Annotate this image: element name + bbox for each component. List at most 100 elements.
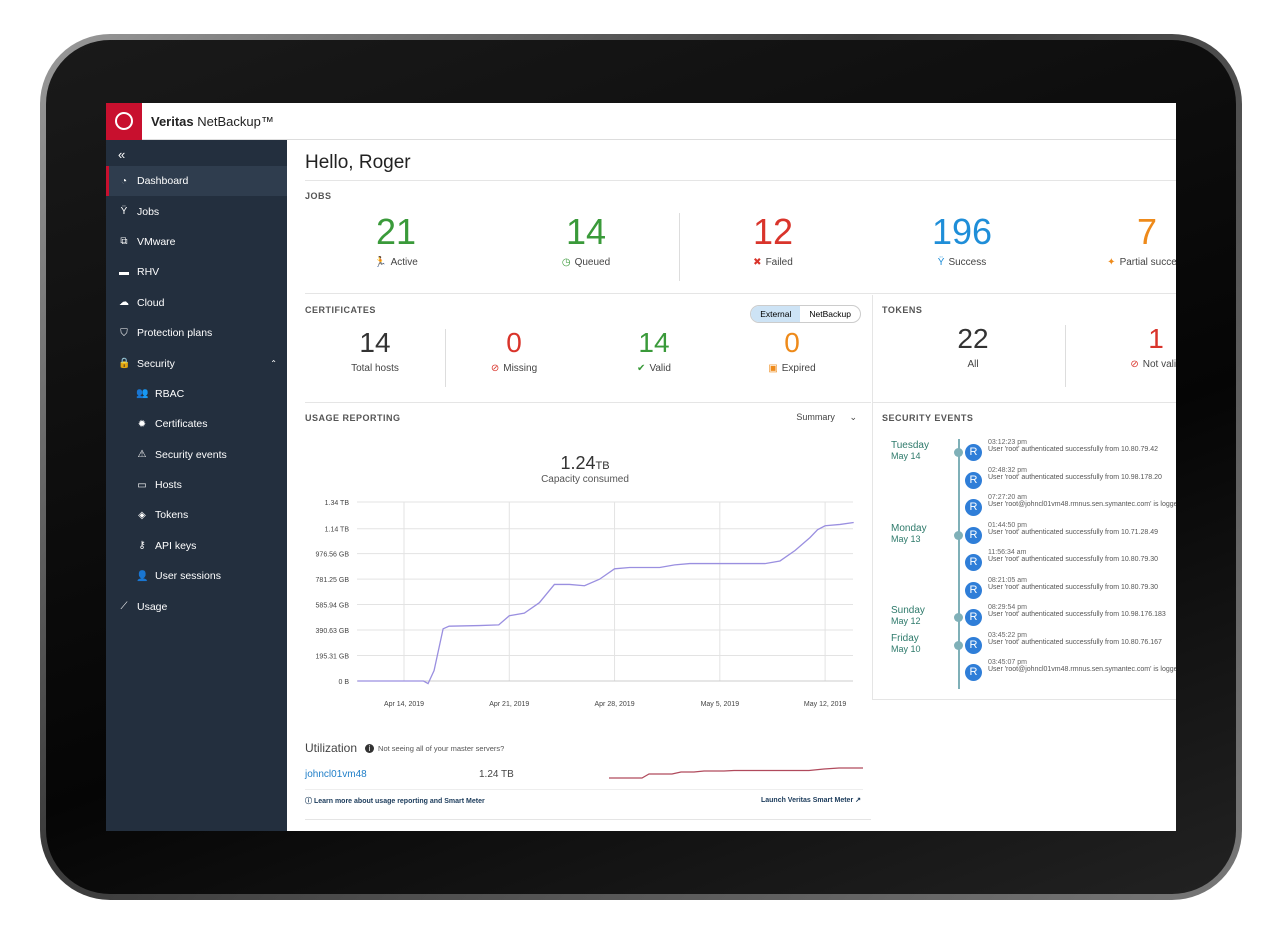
toggle-external[interactable]: External [751, 306, 801, 322]
lock-icon: 🔒 [118, 358, 131, 370]
event-item[interactable]: 07:27:20 am User 'root@johncl01vm48.rmnus… [988, 494, 1176, 508]
day-date: May 13 [891, 533, 921, 544]
y-tick-label: 195.31 GB [316, 654, 350, 661]
stat-label: Not valid [1142, 359, 1176, 370]
jobs-stat[interactable]: 12 ✖ Failed [713, 211, 833, 268]
event-time: 03:12:23 pm [988, 439, 1027, 446]
event-day: Monday May 13 [891, 523, 927, 544]
user-avatar: R [965, 526, 982, 544]
queued-icon: ◷ [561, 257, 571, 268]
stat-label-row: Ÿ Success [902, 257, 1022, 268]
stat-label-row: 🏃 Active [336, 257, 456, 268]
sidebar-item-jobs[interactable]: Ÿ Jobs [106, 196, 287, 226]
stat-label-row: ◷ Queued [526, 257, 646, 268]
jobs-title: JOBS [305, 191, 332, 201]
sidebar-item-cloud[interactable]: ☁ Cloud [106, 288, 287, 318]
event-item[interactable]: 11:56:34 am User 'root' authenticated suc… [988, 549, 1158, 563]
laptop-icon: ▭ [137, 479, 147, 491]
event-item[interactable]: 02:48:32 pm User 'root' authenticated suc… [988, 467, 1162, 481]
shield-icon: ⛉ [120, 327, 128, 339]
event-item[interactable]: 01:44:50 pm User 'root' authenticated suc… [988, 522, 1158, 536]
vmware-icon: ⧉ [120, 236, 128, 248]
jobs-stat[interactable]: 7 ✦Partial success [1087, 211, 1176, 268]
user-avatar: R [965, 444, 982, 461]
brand-bold: Veritas [151, 113, 194, 129]
sidebar-item-label: User sessions [155, 570, 221, 583]
certificate-icon: ✹ [137, 418, 147, 430]
divider [445, 329, 446, 387]
jobs-stat[interactable]: 14 ◷ Queued [526, 211, 646, 268]
day-name: Tuesday [891, 440, 929, 451]
sidebar-item-label: Security events [155, 448, 227, 461]
sidebar-item-security[interactable]: 🔒 Security ⌃ [106, 348, 287, 378]
event-item[interactable]: 08:21:05 am User 'root' authenticated suc… [988, 577, 1158, 591]
sidebar-item-security-events[interactable]: ⚠ Security events [106, 440, 287, 470]
sidebar-item-label: Security [137, 357, 175, 370]
certificates-stat[interactable]: 14 Total hosts [315, 327, 435, 374]
launch-smart-meter-link[interactable]: Launch Veritas Smart Meter ↗ [761, 796, 861, 804]
sidebar-item-tokens[interactable]: ◈ Tokens [106, 500, 287, 530]
sidebar-item-protection-plans[interactable]: ⛉ Protection plans [106, 318, 287, 348]
y-tick-label: 1.14 TB [325, 527, 350, 534]
sidebar-item-label: Protection plans [137, 327, 213, 340]
server-value: 1.24 TB [479, 769, 514, 780]
stat-label: Queued [574, 257, 611, 268]
sidebar-item-certificates[interactable]: ✹ Certificates [106, 409, 287, 439]
event-item[interactable]: 03:12:23 pm User 'root' authenticated suc… [988, 439, 1158, 453]
sidebar-item-usage[interactable]: ⟋ Usage [106, 591, 287, 621]
active-icon: 🏃 [374, 257, 387, 268]
sidebar-item-rbac[interactable]: 👥 RBAC [106, 379, 287, 409]
jobs-stat[interactable]: 196 Ÿ Success [902, 211, 1022, 268]
summary-dropdown[interactable]: Summary ⌄ [796, 412, 857, 423]
usage-title: USAGE REPORTING [305, 413, 401, 423]
sidebar-item-api-keys[interactable]: ⚷ API keys [106, 531, 287, 561]
server-link[interactable]: johncl01vm48 [305, 769, 367, 780]
sidebar-item-user-sessions[interactable]: 👤 User sessions [106, 561, 287, 591]
day-date: May 12 [891, 616, 921, 626]
sidebar-item-label: Tokens [155, 509, 189, 522]
stat-label: Partial success [1119, 257, 1176, 268]
certificates-title: CERTIFICATES [305, 305, 376, 315]
event-message: User 'root@johncl01vm48.rmnus.sen.symant… [988, 501, 1176, 508]
toggle-netbackup[interactable]: NetBackup [809, 309, 851, 319]
user-avatar: R [965, 609, 982, 626]
sidebar-item-label: RBAC [155, 387, 185, 400]
sidebar-item-vmware[interactable]: ⧉ VMware [106, 227, 287, 257]
stat-label-row: ✖ Failed [713, 257, 833, 268]
collapse-sidebar-button[interactable]: « [118, 147, 126, 162]
jobs-stat[interactable]: 21 🏃 Active [336, 211, 456, 268]
sidebar-item-dashboard[interactable]: ◔ Dashboard [106, 166, 287, 197]
event-item[interactable]: 03:45:22 pm User 'root' authenticated suc… [988, 632, 1162, 646]
x-tick-label: Apr 28, 2019 [595, 701, 635, 708]
stat-label: Active [390, 257, 418, 268]
certificates-panel: CERTIFICATES External NetBackup 14 Total … [305, 295, 871, 402]
info-icon: i [365, 743, 375, 753]
learn-more-link[interactable]: ⓘ Learn more about usage reporting and S… [305, 796, 485, 806]
event-time: 07:27:20 am [988, 494, 1027, 501]
certificates-stat[interactable]: 0 ▣ Expired [732, 327, 852, 374]
event-item[interactable]: 03:45:07 pm User 'root@johncl01vm48.rmnus… [988, 659, 1176, 673]
capacity-chart: 0 B 195.31 GB 390.63 GB 585.94 GB 781.25 GB 9… [316, 500, 854, 708]
cloud-icon: ☁ [119, 297, 129, 309]
utilization-title: Utilization [305, 741, 358, 755]
chevron-down-icon: ⌄ [849, 412, 857, 422]
utilization-header: Utilization i Not seeing all of your mas… [305, 741, 504, 755]
stat-label: Expired [781, 363, 816, 374]
certificates-stat[interactable]: 0 ⊘ Missing [454, 327, 574, 374]
usage-reporting-panel: USAGE REPORTING Summary ⌄ 1.24TB Capacit… [305, 402, 871, 820]
stat-value: 12 [752, 211, 794, 252]
brand-name: Veritas NetBackup™ [151, 114, 274, 129]
stat-label: All [967, 359, 979, 370]
tokens-stat[interactable]: 22 All [913, 323, 1033, 370]
event-item[interactable]: 08:29:54 pm User 'root' authenticated suc… [988, 604, 1166, 618]
sidebar: « ◔ Dashboard Ÿ Jobs ⧉ VMware ▬ RHV ☁ Cloud ⛉ Prote… [106, 140, 287, 831]
stat-value: 196 [931, 211, 993, 252]
main-content: Hello, Roger JOBS 21 🏃 Active 14 ◷ Queued 12 ✖ F… [287, 140, 1176, 831]
sidebar-item-rhv[interactable]: ▬ RHV [106, 257, 287, 287]
dashboard-icon: ◔ [120, 175, 128, 187]
certificates-stat[interactable]: 14 ✔ Valid [594, 327, 714, 374]
tokens-stat[interactable]: 1 ⊘Not valid [1096, 323, 1176, 370]
timeline-dot [954, 640, 963, 650]
sidebar-item-hosts[interactable]: ▭ Hosts [106, 470, 287, 500]
stat-value: 14 [359, 327, 391, 358]
